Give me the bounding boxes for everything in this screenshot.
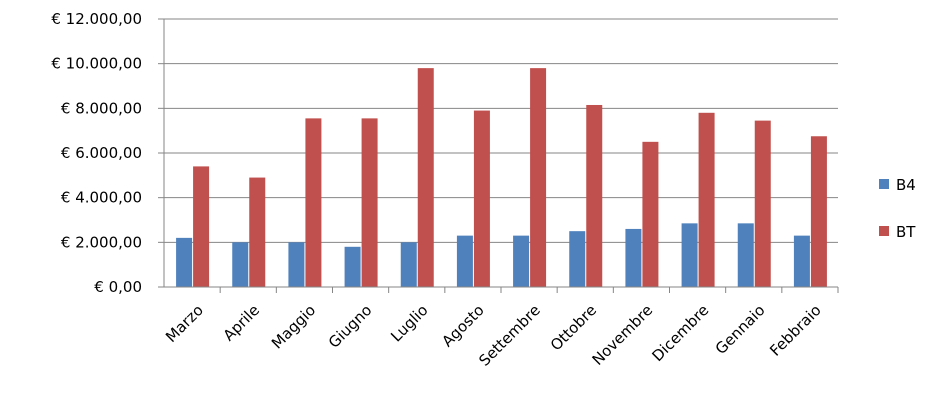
x-category-label-maggio: Maggio	[268, 301, 319, 352]
bar-b4-aprile	[232, 242, 249, 287]
bar-b4-dicembre	[681, 223, 698, 287]
bar-b4-marzo	[176, 237, 193, 287]
y-tick-label-4: € 8.000,00	[61, 99, 142, 117]
bar-bt-aprile	[249, 177, 266, 287]
bar-bt-marzo	[193, 166, 210, 287]
legend: B4 BT	[879, 176, 916, 241]
bar-b4-maggio	[288, 242, 305, 287]
bars	[176, 68, 827, 287]
bar-b4-gennaio	[737, 223, 754, 287]
bar-b4-ottobre	[569, 231, 586, 287]
bar-b4-luglio	[400, 242, 417, 287]
x-axis-category-labels: Marzo Aprile Maggio Giugno Luglio AgostoSette…	[162, 301, 825, 370]
y-axis-tick-labels: € 0,00 € 2.000,00 € 4.000,00 € 6.000,00 € 8.…	[51, 10, 142, 296]
x-category-label-febbraio: Febbraio	[766, 301, 825, 360]
bar-bt-dicembre	[698, 112, 715, 287]
x-category-label-marzo: Marzo	[162, 301, 207, 346]
legend-label-bt: BT	[896, 223, 916, 241]
bar-bt-maggio	[305, 118, 322, 287]
x-category-label-gennaio: Gennaio	[712, 301, 769, 358]
bar-bt-giugno	[361, 118, 378, 287]
y-tick-label-5: € 10.000,00	[51, 55, 142, 73]
gridlines	[164, 18, 838, 243]
y-tick-label-6: € 12.000,00	[51, 10, 142, 28]
legend-swatch-bt	[879, 226, 889, 236]
x-category-label-dicembre: Dicembre	[648, 301, 712, 365]
x-category-label-agosto: Agosto	[438, 301, 487, 350]
legend-label-b4: B4	[896, 176, 916, 194]
y-tick-label-0: € 0,00	[94, 278, 142, 296]
bar-b4-agosto	[456, 235, 473, 287]
x-category-label-luglio: Luglio	[387, 301, 431, 345]
bar-b4-novembre	[625, 228, 642, 287]
x-category-label-aprile: Aprile	[220, 301, 263, 344]
bar-bt-agosto	[473, 110, 490, 287]
x-category-label-giugno: Giugno	[325, 301, 376, 352]
bar-bt-ottobre	[586, 104, 603, 287]
legend-swatch-b4	[879, 179, 889, 189]
x-category-label-novembre: Novembre	[589, 301, 657, 369]
bar-bt-settembre	[530, 68, 547, 287]
bar-b4-febbraio	[793, 235, 810, 287]
y-tick-label-2: € 4.000,00	[61, 189, 142, 207]
bar-bt-luglio	[417, 68, 434, 287]
bar-bt-febbraio	[810, 136, 827, 287]
y-tick-label-1: € 2.000,00	[61, 233, 142, 251]
x-category-label-settembre: Settembre	[475, 301, 544, 370]
bar-b4-giugno	[344, 246, 361, 287]
axes	[158, 18, 839, 293]
y-tick-label-3: € 6.000,00	[61, 144, 142, 162]
x-category-label-ottobre: Ottobre	[547, 301, 600, 354]
bar-bt-novembre	[642, 141, 659, 287]
bar-b4-settembre	[513, 235, 530, 287]
bar-bt-gennaio	[754, 120, 771, 287]
